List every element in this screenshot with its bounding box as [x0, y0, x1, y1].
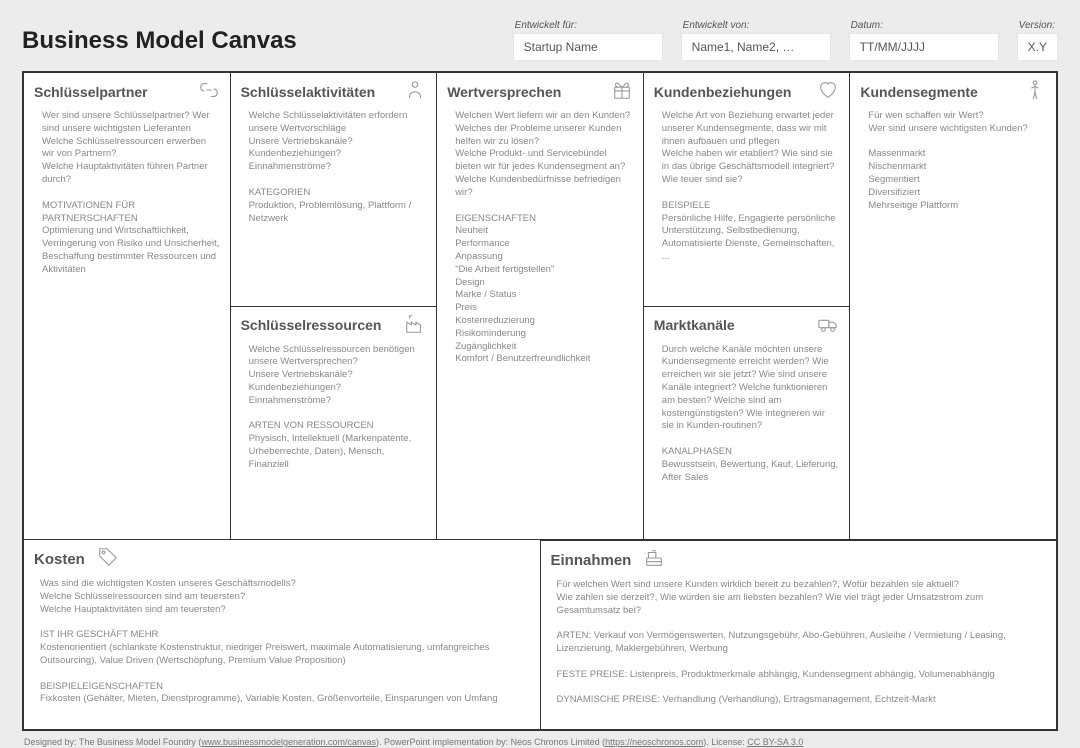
title-channels: Marktkanäle	[654, 317, 735, 333]
label-version: Version:	[1017, 20, 1058, 31]
body-costs: Was sind die wichtigsten Kosten unseres …	[34, 578, 530, 706]
block-activities: Schlüsselaktivitäten Welche Schlüsselakt…	[231, 73, 437, 306]
person-standing-icon	[1024, 79, 1046, 104]
body-segments: Für wen schaffen wir Wert? Wer sind unse…	[860, 110, 1046, 213]
label-for: Entwickelt für:	[513, 20, 663, 31]
block-segments: Kundensegmente Für wen schaffen wir Wert…	[850, 73, 1056, 539]
footer-link2[interactable]: https://neoschronos.com	[605, 737, 703, 747]
body-revenue: Für welchen Wert sind unsere Kunden wirk…	[551, 579, 1047, 707]
title-segments: Kundensegmente	[860, 84, 977, 100]
title-revenue: Einnahmen	[551, 552, 632, 569]
footer-mid2: ). License:	[703, 737, 747, 747]
canvas-top: Schlüsselpartner Wer sind unsere Schlüss…	[24, 73, 1056, 539]
col-value: Wertversprechen Welchen Wert liefern wir…	[437, 73, 644, 539]
header-row: Business Model Canvas Entwickelt für: St…	[22, 20, 1058, 61]
footer-mid1: ). PowerPoint implementation by: Neos Ch…	[376, 737, 605, 747]
col-activities-resources: Schlüsselaktivitäten Welche Schlüsselakt…	[231, 73, 438, 539]
field-for: Entwickelt für: Startup Name	[513, 20, 663, 61]
field-date: Datum: TT/MM/JJJJ	[849, 20, 999, 61]
truck-icon	[817, 313, 839, 338]
body-relationships: Welche Art von Beziehung erwartet jeder …	[654, 110, 840, 264]
gift-icon	[611, 79, 633, 104]
body-partners: Wer sind unsere Schlüsselpartner? Wer si…	[34, 110, 220, 277]
label-date: Datum:	[849, 20, 999, 31]
heart-icon	[817, 79, 839, 104]
body-resources: Welche Schlüsselressourcen benötigen uns…	[241, 344, 427, 472]
pricetag-icon	[97, 546, 119, 572]
page-title: Business Model Canvas	[22, 27, 297, 61]
col-partners: Schlüsselpartner Wer sind unsere Schlüss…	[24, 73, 231, 539]
canvas-bottom: Kosten Was sind die wichtigsten Kosten u…	[24, 539, 1056, 729]
footer-credit: Designed by: The Business Model Foundry …	[22, 731, 1058, 747]
factory-icon	[404, 313, 426, 338]
title-value: Wertversprechen	[447, 84, 561, 100]
title-relationships: Kundenbeziehungen	[654, 84, 792, 100]
block-partners: Schlüsselpartner Wer sind unsere Schlüss…	[24, 73, 230, 539]
title-partners: Schlüsselpartner	[34, 84, 148, 100]
block-resources: Schlüsselressourcen Welche Schlüsselress…	[231, 306, 437, 540]
link-icon	[198, 79, 220, 104]
footer-prefix: Designed by: The Business Model Foundry …	[24, 737, 201, 747]
footer-link1[interactable]: www.businessmodelgeneration.com/canvas	[201, 737, 376, 747]
input-by[interactable]: Name1, Name2, …	[681, 33, 831, 61]
col-relationships-channels: Kundenbeziehungen Welche Art von Beziehu…	[644, 73, 851, 539]
input-date[interactable]: TT/MM/JJJJ	[849, 33, 999, 61]
body-channels: Durch welche Kanäle möchten unsere Kunde…	[654, 344, 840, 485]
block-channels: Marktkanäle Durch welche Kanäle möchten …	[644, 306, 850, 540]
title-resources: Schlüsselressourcen	[241, 317, 382, 333]
title-costs: Kosten	[34, 551, 85, 568]
cash-register-icon	[643, 547, 665, 573]
input-version[interactable]: X.Y	[1017, 33, 1058, 61]
canvas-grid: Schlüsselpartner Wer sind unsere Schlüss…	[22, 71, 1058, 731]
person-icon	[404, 79, 426, 104]
field-by: Entwickelt von: Name1, Name2, …	[681, 20, 831, 61]
field-version: Version: X.Y	[1017, 20, 1058, 61]
col-segments: Kundensegmente Für wen schaffen wir Wert…	[850, 73, 1056, 539]
body-activities: Welche Schlüsselaktivitäten erfordern un…	[241, 110, 427, 225]
footer-link3[interactable]: CC BY-SA 3.0	[747, 737, 803, 747]
input-for[interactable]: Startup Name	[513, 33, 663, 61]
block-revenue: Einnahmen Für welchen Wert sind unsere K…	[541, 540, 1057, 729]
body-value: Welchen Wert liefern wir an den Kunden? …	[447, 110, 633, 366]
block-value: Wertversprechen Welchen Wert liefern wir…	[437, 73, 643, 539]
label-by: Entwickelt von:	[681, 20, 831, 31]
title-activities: Schlüsselaktivitäten	[241, 84, 376, 100]
block-relationships: Kundenbeziehungen Welche Art von Beziehu…	[644, 73, 850, 306]
block-costs: Kosten Was sind die wichtigsten Kosten u…	[24, 540, 541, 729]
